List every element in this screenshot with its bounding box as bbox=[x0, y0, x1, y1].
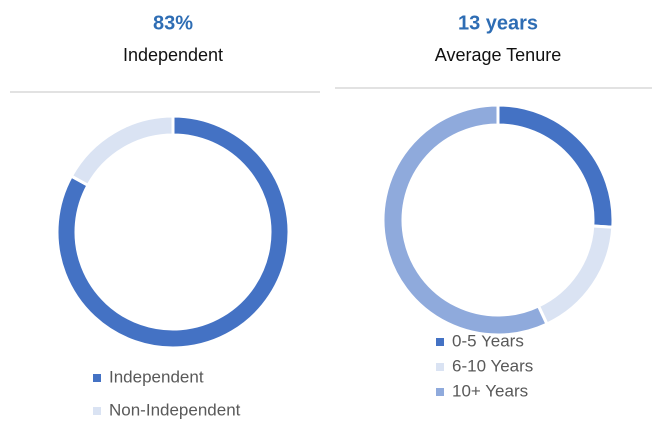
legend-label: 6-10 Years bbox=[452, 356, 533, 375]
headline: 83% bbox=[153, 12, 193, 34]
legend-swatch bbox=[436, 338, 444, 346]
headline-caption: Average Tenure bbox=[435, 45, 561, 65]
donut-segment bbox=[536, 224, 615, 327]
legend-label: Independent bbox=[109, 367, 204, 386]
donut-segment bbox=[69, 114, 175, 188]
legend-label: 10+ Years bbox=[452, 381, 528, 400]
legend-swatch bbox=[436, 363, 444, 371]
legend-swatch bbox=[93, 407, 101, 415]
legend-label: Non-Independent bbox=[109, 400, 241, 419]
donut-segment bbox=[496, 103, 615, 229]
legend-swatch bbox=[436, 388, 444, 396]
donut-segment bbox=[55, 114, 291, 350]
headline-caption: Independent bbox=[123, 45, 223, 65]
headline: 13 years bbox=[458, 12, 538, 34]
donut-segment bbox=[381, 103, 549, 337]
legend-swatch bbox=[93, 374, 101, 382]
